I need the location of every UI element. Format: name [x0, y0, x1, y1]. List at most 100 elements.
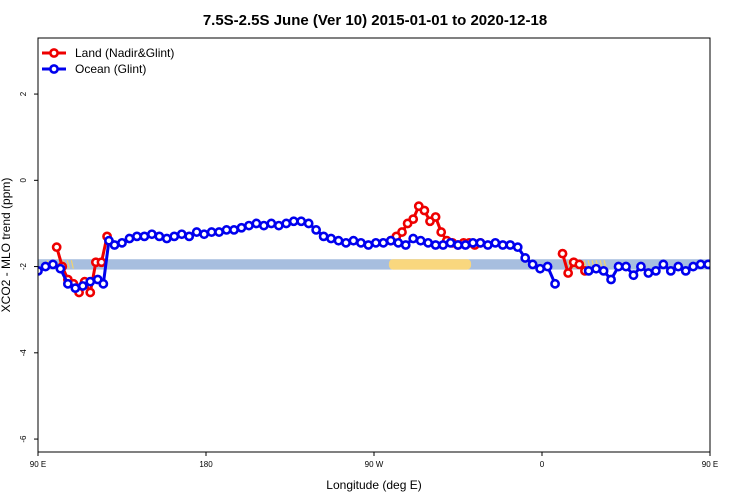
series-ocean: [38, 216, 749, 294]
data-point: [146, 229, 157, 240]
x-axis: 90 E 180 90 W 0 90 E: [30, 452, 718, 469]
data-point: [117, 237, 127, 248]
data-point: [266, 218, 277, 229]
data-point: [482, 240, 493, 250]
data-point: [512, 242, 523, 253]
data-point: [535, 263, 546, 274]
data-point: [109, 240, 120, 250]
legend-ocean-marker: [49, 64, 59, 74]
data-point: [311, 225, 322, 235]
data-point: [598, 265, 609, 276]
x-axis-label: Longitude (deg E): [326, 478, 421, 492]
data-point: [742, 280, 749, 287]
data-point: [628, 270, 639, 281]
data-point: [665, 265, 676, 276]
data-point: [303, 218, 314, 229]
data-point: [520, 253, 531, 263]
land-highlight-mark: [66, 260, 70, 269]
data-point: [348, 235, 359, 246]
data-point: [397, 227, 407, 237]
data-point: [62, 278, 73, 289]
legend-land-marker: [49, 48, 59, 58]
data-point: [591, 263, 602, 274]
data-point: [613, 261, 624, 272]
chart-title: 7.5S-2.5S June (Ver 10) 2015-01-01 to 20…: [203, 12, 547, 29]
data-point: [606, 274, 616, 285]
x-tick-label: 90 E: [30, 460, 46, 469]
data-point: [326, 233, 336, 244]
data-point: [191, 227, 202, 237]
data-point: [318, 231, 329, 242]
data-point: [423, 237, 434, 248]
data-point: [258, 220, 269, 231]
legend: Land (Nadir&Glint) Ocean (Glint): [42, 46, 174, 76]
y-tick-label: 2: [19, 91, 28, 96]
data-point: [703, 259, 710, 270]
data-point: [221, 225, 232, 235]
data-point: [169, 231, 180, 242]
data-point: [385, 235, 396, 246]
data-point: [430, 212, 441, 222]
legend-ocean-label: Ocean (Glint): [75, 62, 146, 76]
y-tick-label: -4: [19, 349, 28, 357]
data-point: [132, 231, 142, 242]
data-point: [214, 227, 224, 237]
data-point: [527, 259, 538, 270]
data-point: [583, 265, 594, 276]
data-point: [281, 218, 292, 229]
legend-land-label: Land (Nadir&Glint): [75, 46, 174, 60]
data-point: [408, 214, 419, 225]
data-point: [139, 231, 150, 242]
data-point: [563, 268, 574, 278]
data-point: [436, 227, 447, 237]
data-point: [51, 242, 62, 253]
x-tick-label: 0: [540, 460, 545, 469]
data-point: [288, 216, 299, 227]
data-point: [98, 278, 109, 289]
data-point: [658, 259, 669, 270]
data-point: [161, 233, 172, 244]
data-point: [96, 257, 107, 268]
data-point: [206, 227, 217, 237]
data-point: [356, 237, 366, 248]
data-point: [296, 216, 307, 227]
data-point: [680, 265, 691, 276]
data-point: [574, 259, 585, 270]
data-point: [393, 237, 404, 248]
data-point: [650, 265, 661, 276]
data-point: [244, 220, 254, 231]
data-point: [712, 265, 719, 272]
data-point: [415, 235, 426, 246]
series-line: [588, 262, 710, 281]
x-tick-label: 180: [199, 460, 213, 469]
data-point: [85, 287, 96, 298]
data-point: [236, 222, 247, 233]
data-point: [468, 237, 478, 248]
data-point: [85, 276, 96, 287]
data-point: [70, 283, 81, 294]
data-point: [333, 235, 344, 246]
data-point: [40, 261, 51, 272]
data-point: [673, 261, 684, 272]
data-point: [719, 278, 726, 285]
data-point: [55, 263, 66, 274]
data-point: [557, 248, 568, 259]
x-tick-label: 90 W: [365, 460, 384, 469]
data-point: [370, 237, 381, 248]
data-point: [48, 259, 58, 270]
series-land: [51, 201, 590, 298]
data-point: [400, 240, 411, 250]
series-line: [38, 219, 557, 290]
data-point: [251, 218, 262, 229]
data-point: [408, 233, 419, 244]
data-point: [695, 259, 706, 270]
data-point: [341, 237, 351, 248]
data-point: [636, 261, 646, 272]
land-highlight-mark: [70, 260, 74, 269]
reference-band: [38, 259, 710, 270]
data-point: [199, 229, 210, 240]
data-point: [727, 280, 734, 287]
data-point: [124, 233, 135, 244]
y-axis-label: XCO2 - MLO trend (ppm): [0, 178, 13, 313]
data-point: [490, 237, 501, 248]
